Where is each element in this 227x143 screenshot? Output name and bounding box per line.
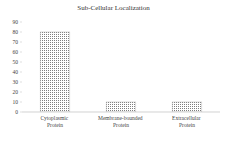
y-tick <box>20 92 22 93</box>
chart-title: Sub-Cellular Localization <box>77 4 150 12</box>
x-axis <box>22 112 220 113</box>
y-tick <box>20 82 22 83</box>
bar <box>40 32 70 112</box>
y-tick <box>20 102 22 103</box>
y-tick <box>20 42 22 43</box>
label-line: Cytoplasmic <box>40 115 69 121</box>
y-tick-label: 40 <box>13 69 19 75</box>
y-tick-label: 50 <box>13 59 19 65</box>
bar <box>106 102 136 112</box>
y-tick-label: 90 <box>13 19 19 25</box>
y-tick <box>20 72 22 73</box>
label-line: Protein <box>179 122 195 128</box>
bars <box>40 32 202 112</box>
y-tick-label: 10 <box>13 99 19 105</box>
bar <box>172 102 202 112</box>
label-line: Protein <box>113 122 129 128</box>
chart-container: Sub-Cellular Localization 0 10 20 30 40 50 60 70… <box>0 0 227 143</box>
y-tick-label: 60 <box>13 49 19 55</box>
y-tick <box>20 62 22 63</box>
y-tick <box>20 32 22 33</box>
y-tick <box>20 112 22 113</box>
chart-svg: Sub-Cellular Localization 0 10 20 30 40 50 60 70… <box>0 0 227 143</box>
y-tick-label: 20 <box>13 89 19 95</box>
y-tick <box>20 52 22 53</box>
x-tick-label: Cytoplasmic Protein <box>40 115 69 128</box>
label-line: Protein <box>47 122 63 128</box>
y-tick-label: 30 <box>13 79 19 85</box>
label-line: Membrane-bounded <box>98 115 144 121</box>
x-tick-label: Membrane-bounded Protein <box>98 115 144 128</box>
y-tick-label: 80 <box>13 29 19 35</box>
y-tick-label: 0 <box>15 109 18 115</box>
x-tick-label: Extracellular Protein <box>172 115 202 128</box>
label-line: Extracellular <box>172 115 202 121</box>
y-tick <box>20 22 22 23</box>
y-tick-label: 70 <box>13 39 19 45</box>
